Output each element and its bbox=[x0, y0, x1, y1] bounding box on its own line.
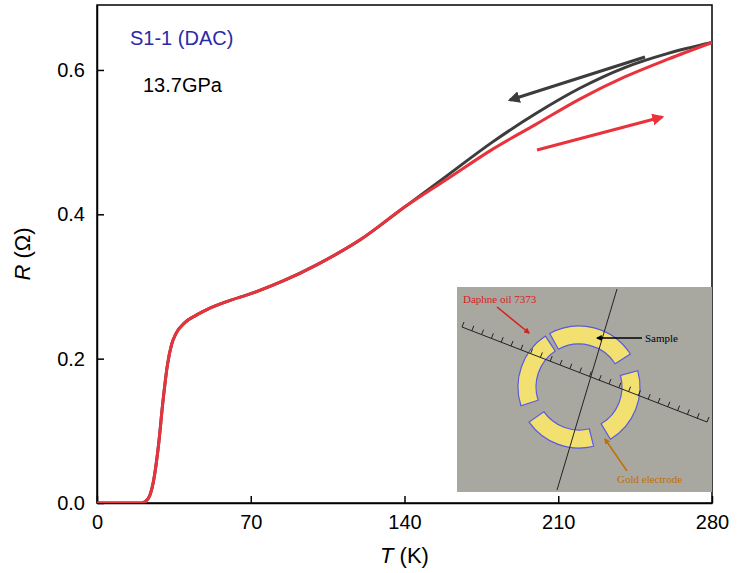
x-tick-mark bbox=[251, 496, 253, 503]
reticle-tick bbox=[580, 368, 582, 373]
inset-arrow bbox=[605, 439, 627, 471]
inset-label: Daphne oil 7373 bbox=[463, 293, 537, 305]
x-tick-mark bbox=[558, 496, 560, 503]
inset-label: Sample bbox=[645, 332, 678, 344]
x-tick: 280 bbox=[696, 496, 729, 533]
y-tick-mark bbox=[97, 214, 104, 216]
reticle-tick bbox=[589, 371, 591, 376]
x-tick-label: 70 bbox=[240, 511, 262, 533]
y-tick: 0.4 bbox=[57, 203, 104, 225]
reticle-tick bbox=[511, 341, 513, 346]
x-tick-mark bbox=[404, 496, 406, 503]
gold-electrode bbox=[518, 336, 555, 406]
x-tick-label: 0 bbox=[92, 511, 103, 533]
gold-electrode bbox=[550, 326, 631, 364]
reticle-tick bbox=[707, 417, 709, 422]
inset-label: Gold electrode bbox=[617, 473, 682, 485]
reticle-tick bbox=[482, 330, 484, 335]
y-axis-line bbox=[97, 6, 99, 504]
x-tick-mark bbox=[712, 496, 714, 503]
y-tick: 0.6 bbox=[57, 59, 104, 81]
reticle-tick bbox=[638, 390, 640, 395]
x-tick: 140 bbox=[388, 496, 421, 533]
inset: Daphne oil 7373 Sample Gold electrode bbox=[457, 287, 712, 492]
x-tick-label: 140 bbox=[388, 511, 421, 533]
y-tick-mark bbox=[97, 358, 104, 360]
pressure-label: 13.7GPa bbox=[143, 74, 223, 96]
sample-label: S1-1 (DAC) bbox=[130, 27, 233, 49]
reticle-tick bbox=[658, 398, 660, 403]
inset-arrow bbox=[497, 307, 529, 333]
x-tick: 210 bbox=[542, 496, 575, 533]
x-tick: 70 bbox=[240, 496, 262, 533]
y-tick-label: 0.6 bbox=[57, 59, 85, 81]
x-tick-label: 210 bbox=[542, 511, 575, 533]
chart: 0 70 140 210 280 0.0 0.2 0.4 0.6 T (K) R (Ω) S1-1 (… bbox=[0, 0, 748, 573]
reticle-tick bbox=[550, 356, 552, 361]
reticle-tick bbox=[531, 349, 533, 354]
x-tick-label: 280 bbox=[696, 511, 729, 533]
reticle-tick bbox=[648, 394, 650, 399]
reticle-tick bbox=[540, 352, 542, 357]
reticle-tick bbox=[678, 406, 680, 411]
reticle-line bbox=[557, 289, 617, 490]
y-tick: 0.2 bbox=[57, 348, 104, 370]
reticle-tick bbox=[599, 375, 601, 380]
plot: 0 70 140 210 280 0.0 0.2 0.4 0.6 bbox=[57, 5, 729, 533]
reticle-tick bbox=[462, 322, 464, 327]
reticle-tick bbox=[687, 409, 689, 414]
reticle-tick bbox=[472, 326, 474, 331]
x-axis-title: T (K) bbox=[380, 543, 429, 568]
reticle-tick bbox=[619, 383, 621, 388]
y-tick: 0.0 bbox=[57, 492, 104, 514]
plot-frame bbox=[97, 5, 712, 503]
inset-background bbox=[457, 287, 712, 492]
x-axis: 0 70 140 210 280 bbox=[92, 496, 729, 533]
y-tick-label: 0.2 bbox=[57, 348, 85, 370]
reticle-tick bbox=[629, 387, 631, 392]
reticle-tick bbox=[570, 364, 572, 369]
gold-electrode bbox=[529, 412, 594, 448]
y-axis-title: R (Ω) bbox=[10, 227, 35, 280]
inset-arrow bbox=[597, 337, 642, 339]
series-line bbox=[97, 43, 712, 503]
reticle-tick bbox=[697, 413, 699, 418]
reticle-tick bbox=[521, 345, 523, 350]
y-axis: 0.0 0.2 0.4 0.6 bbox=[57, 6, 104, 514]
y-tick-label: 0.0 bbox=[57, 492, 85, 514]
reticle-tick bbox=[560, 360, 562, 365]
y-tick-label: 0.4 bbox=[57, 203, 85, 225]
warming-arrow bbox=[537, 117, 662, 150]
series-line bbox=[97, 43, 712, 503]
y-tick-mark bbox=[97, 70, 104, 72]
reticle-line bbox=[462, 327, 707, 422]
gold-electrode bbox=[601, 371, 640, 440]
reticle-tick bbox=[491, 333, 493, 338]
cooling-arrow bbox=[510, 57, 645, 100]
reticle-tick bbox=[668, 402, 670, 407]
lines bbox=[97, 43, 712, 503]
reticle-tick bbox=[501, 337, 503, 342]
reticle-tick bbox=[609, 379, 611, 384]
